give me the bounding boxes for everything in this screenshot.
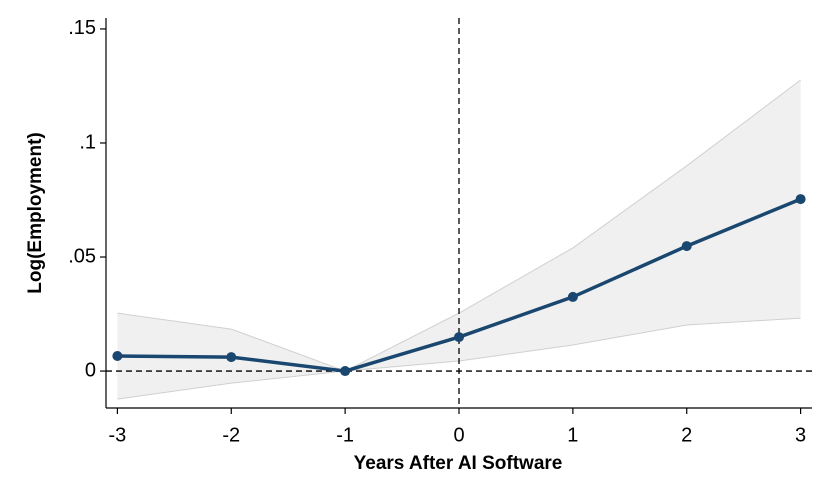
data-point xyxy=(795,194,806,205)
x-tick-label: 2 xyxy=(681,424,692,446)
data-point xyxy=(340,366,351,377)
x-tick-label: 1 xyxy=(567,424,578,446)
x-axis-label: Years After AI Software xyxy=(354,453,563,474)
x-tick-label: -3 xyxy=(108,424,126,446)
x-tick-label: -1 xyxy=(336,424,354,446)
y-tick-label: .15 xyxy=(68,17,96,39)
data-point xyxy=(226,352,237,363)
data-point xyxy=(681,241,692,252)
y-tick-label: 0 xyxy=(85,359,96,381)
x-tick-label: -2 xyxy=(222,424,240,446)
data-point xyxy=(112,351,123,361)
ci-band xyxy=(117,80,801,400)
data-point xyxy=(567,291,578,302)
y-axis-label: Log(Employment) xyxy=(25,132,46,294)
x-tick-label: 3 xyxy=(795,424,806,446)
x-tick-label: 0 xyxy=(453,424,464,446)
data-point xyxy=(454,332,464,343)
y-tick-label: .05 xyxy=(68,245,96,267)
y-tick-label: .1 xyxy=(79,131,96,153)
